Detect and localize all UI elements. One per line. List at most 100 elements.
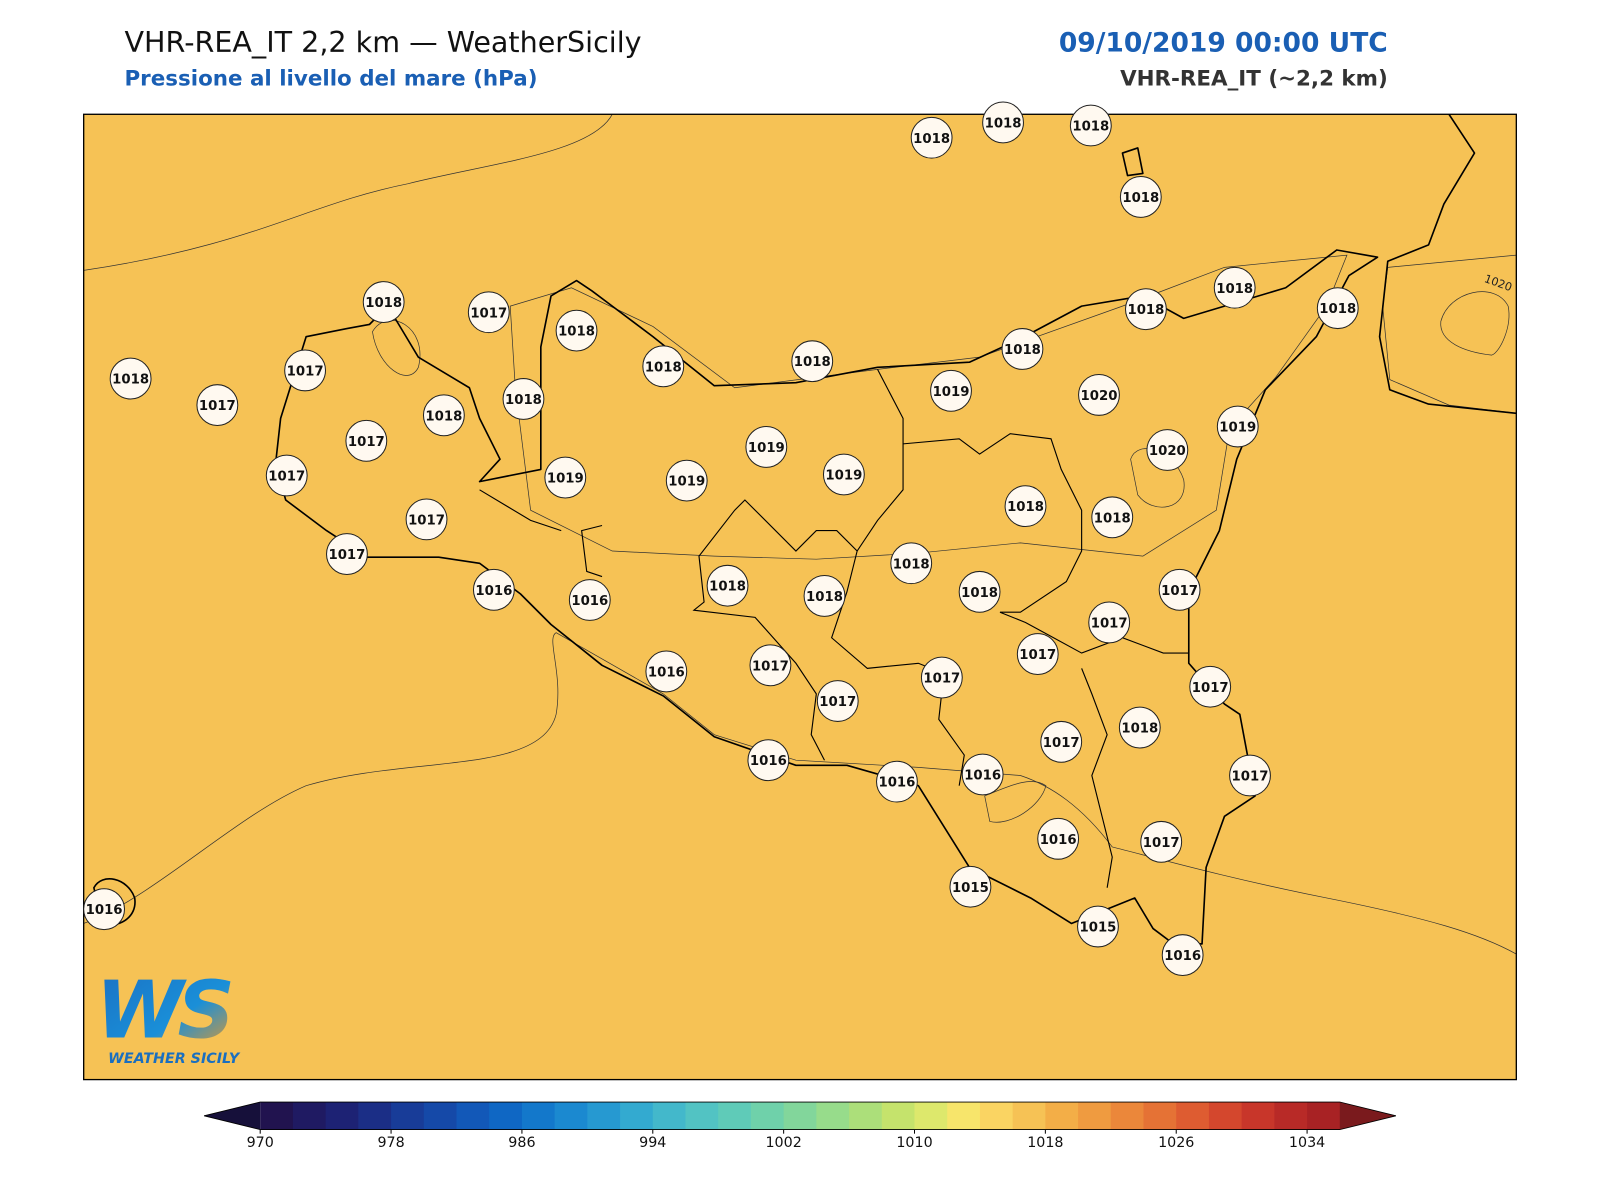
station-marker: [930, 369, 972, 412]
station-marker: [265, 454, 308, 497]
station-marker: [949, 865, 992, 908]
station-value: 1017: [268, 470, 305, 485]
station: 1016: [568, 579, 611, 621]
station-value: 1017: [348, 435, 385, 450]
station-marker: [1040, 720, 1083, 763]
station: 1017: [1158, 568, 1201, 611]
station-value: 1016: [475, 584, 512, 599]
station-marker: [1229, 754, 1271, 797]
colorbar-bin: [1241, 1102, 1275, 1130]
station-marker: [502, 378, 545, 420]
station-value: 1018: [913, 132, 950, 147]
station: 1018: [1119, 176, 1162, 218]
station: 1017: [265, 454, 308, 497]
station-marker: [1118, 706, 1161, 749]
colorbar-bin: [1110, 1102, 1145, 1130]
station-value: 1018: [709, 580, 746, 595]
station-value: 1017: [1143, 836, 1180, 851]
station: 1018: [1069, 104, 1112, 147]
station: 1015: [1077, 905, 1119, 948]
station-marker: [642, 345, 685, 388]
station-marker: [544, 456, 587, 499]
station: 1018: [642, 345, 685, 388]
station-marker: [1088, 601, 1131, 644]
station: 1018: [422, 394, 465, 437]
station-marker: [568, 579, 611, 621]
colorbar-bin: [1143, 1102, 1177, 1130]
station-value: 1017: [287, 364, 324, 379]
station: 1020: [1146, 429, 1189, 471]
colorbar-bin: [391, 1102, 425, 1130]
colorbar-bin: [587, 1102, 621, 1130]
field-1016: [83, 114, 1517, 1080]
field-1020: [1440, 291, 1510, 356]
station-marker: [1001, 328, 1044, 370]
province-border: [692, 369, 904, 761]
colorbar-tick-label: 970: [247, 1135, 274, 1151]
station-value: 1015: [1080, 921, 1117, 936]
colorbar-bin: [783, 1102, 817, 1130]
station-value: 1016: [86, 903, 123, 918]
station-value: 1018: [961, 586, 998, 601]
station: 1017: [1040, 720, 1083, 763]
station-value: 1018: [1004, 343, 1041, 358]
station: 1018: [890, 542, 933, 585]
colorbar-bin: [358, 1102, 392, 1130]
station-value: 1018: [365, 296, 402, 311]
colorbar-tick-label: 1026: [1158, 1135, 1194, 1151]
station-marker: [1078, 373, 1120, 416]
station: 1018: [502, 378, 545, 420]
colorbar-bin: [489, 1102, 523, 1130]
colorbar-over: [1339, 1102, 1396, 1130]
colorbar-bin: [292, 1102, 327, 1130]
station-marker: [422, 394, 465, 437]
colorbar-tick-label: 1018: [1027, 1135, 1063, 1151]
model: VHR-REA_IT (~2,2 km): [1120, 67, 1388, 92]
station-value: 1017: [1192, 681, 1229, 696]
station-value: 1019: [933, 385, 970, 400]
station-value: 1017: [328, 548, 365, 563]
station: 1016: [472, 568, 515, 611]
station-marker: [822, 453, 865, 496]
station-value: 1018: [1319, 302, 1356, 317]
station-value: 1016: [571, 594, 608, 609]
colorbar: 970 978 986 994 1002 1010 1018 1026 1034: [203, 1101, 1397, 1151]
station: 1016: [83, 888, 125, 931]
station-marker: [645, 650, 688, 693]
colorbar-bin: [652, 1102, 687, 1130]
station-value: 1016: [1040, 833, 1077, 848]
station: 1018: [803, 575, 846, 617]
map-frame: [83, 113, 1517, 1081]
station: 1018: [362, 281, 405, 323]
colorbar-tick-label: 1010: [896, 1135, 932, 1151]
station-value: 1015: [952, 881, 989, 896]
station: 1016: [1161, 934, 1204, 977]
field-1018: [83, 114, 613, 271]
station-marker: [910, 116, 953, 159]
station-marker: [83, 888, 125, 931]
colorbar-bin: [685, 1102, 719, 1130]
station: 1017: [1088, 601, 1131, 644]
colorbar-bin: [1274, 1102, 1308, 1130]
colorbar-bin: [750, 1102, 785, 1130]
field-1014: [984, 781, 1047, 823]
station: 1017: [1229, 754, 1271, 797]
colorbar-tick-label: 978: [377, 1135, 404, 1151]
station-value: 1019: [668, 475, 705, 490]
province-border: [479, 489, 603, 578]
stations: 1018 1018 1018 1018 1018 1017 1018 1018 1018 1018…: [83, 101, 1359, 977]
colorbar-tick-label: 994: [639, 1135, 666, 1151]
station: 1019: [822, 453, 865, 496]
station-value: 1016: [750, 754, 787, 769]
station: 1018: [1125, 288, 1167, 331]
station-value: 1019: [825, 469, 862, 484]
station-marker: [890, 542, 933, 585]
station: 1020: [1078, 373, 1120, 416]
colorbar-bin: [849, 1102, 883, 1130]
station: 1017: [405, 498, 448, 541]
station: 1018: [910, 116, 953, 159]
colorbar-bin: [1078, 1102, 1112, 1130]
station: 1018: [958, 570, 1001, 613]
station-value: 1017: [752, 659, 789, 674]
